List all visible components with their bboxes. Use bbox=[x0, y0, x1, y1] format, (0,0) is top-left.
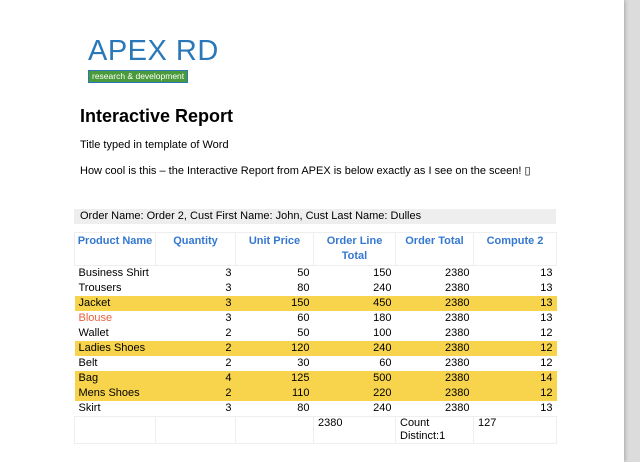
header-row: Product Name Quantity Unit Price Order Line… bbox=[74, 232, 557, 266]
table-row: Ladies Shoes 2 120 240 2380 12 bbox=[74, 341, 557, 356]
number-cell: 13 bbox=[540, 297, 553, 309]
column-header: Product Name bbox=[74, 232, 156, 266]
table-row: Blouse 3 60 180 2380 13 bbox=[75, 311, 557, 326]
report-title: Interactive Report bbox=[80, 106, 234, 126]
table-row: Jacket 3 150 450 2380 13 bbox=[74, 296, 557, 311]
footer-cell: 127 bbox=[473, 416, 557, 444]
paragraph: Title typed in template of Word bbox=[80, 139, 229, 151]
number-cell: 500 bbox=[373, 372, 392, 384]
logo: APEX RD research & development bbox=[88, 36, 219, 84]
empty-cell bbox=[155, 416, 236, 444]
number-cell: 240 bbox=[373, 342, 392, 354]
table-row: Business Shirt 3 50 150 2380 13 bbox=[75, 266, 557, 282]
empty-cell bbox=[235, 416, 314, 444]
number-cell: 13 bbox=[540, 282, 553, 294]
number-cell: 2380 bbox=[445, 282, 470, 294]
footer-row: 2380 Count Distinct:1 127 bbox=[74, 416, 557, 444]
number-cell: 2380 bbox=[445, 402, 470, 414]
product-cell: Wallet bbox=[78, 327, 109, 339]
product-cell: Blouse bbox=[78, 312, 113, 324]
number-cell: 450 bbox=[373, 297, 392, 309]
number-cell: 220 bbox=[373, 387, 392, 399]
number-cell: 3 bbox=[225, 402, 232, 414]
paragraph: How cool is this – the Interactive Repor… bbox=[80, 165, 531, 177]
number-cell: 2 bbox=[225, 357, 232, 369]
product-cell: Ladies Shoes bbox=[78, 342, 146, 354]
number-cell: 80 bbox=[297, 402, 310, 414]
number-cell: 2380 bbox=[445, 372, 470, 384]
table-row: Bag 4 125 500 2380 14 bbox=[74, 371, 557, 386]
number-cell: 50 bbox=[297, 267, 310, 279]
number-cell: 4 bbox=[225, 372, 232, 384]
number-cell: 100 bbox=[373, 327, 392, 339]
number-cell: 3 bbox=[225, 297, 232, 309]
column-header: Order Line Total bbox=[313, 232, 396, 266]
number-cell: 3 bbox=[225, 267, 232, 279]
product-cell: Business Shirt bbox=[78, 267, 149, 279]
number-cell: 12 bbox=[540, 357, 553, 369]
number-cell: 110 bbox=[291, 387, 310, 399]
number-cell: 3 bbox=[225, 312, 232, 324]
column-header: Compute 2 bbox=[473, 232, 557, 266]
product-cell: Jacket bbox=[78, 297, 111, 309]
product-cell: Belt bbox=[78, 357, 98, 369]
product-cell: Skirt bbox=[78, 402, 101, 414]
number-cell: 150 bbox=[373, 267, 392, 279]
number-cell: 2380 bbox=[445, 267, 470, 279]
table-row: Mens Shoes 2 110 220 2380 12 bbox=[74, 386, 557, 401]
number-cell: 13 bbox=[540, 267, 553, 279]
logo-name: APEX RD bbox=[88, 35, 219, 67]
number-cell: 150 bbox=[291, 297, 310, 309]
column-header: Order Total bbox=[395, 232, 474, 266]
group-header: Order Name: Order 2, Cust First Name: Jo… bbox=[74, 209, 556, 224]
number-cell: 2380 bbox=[445, 357, 470, 369]
number-cell: 180 bbox=[373, 312, 392, 324]
number-cell: 2 bbox=[225, 342, 232, 354]
number-cell: 2380 bbox=[445, 342, 470, 354]
table-row: Skirt 3 80 240 2380 13 bbox=[75, 401, 557, 417]
number-cell: 60 bbox=[297, 312, 310, 324]
number-cell: 2380 bbox=[445, 387, 470, 399]
number-cell: 12 bbox=[540, 387, 553, 399]
table-row: Wallet 2 50 100 2380 12 bbox=[75, 326, 557, 341]
number-cell: 2 bbox=[225, 387, 232, 399]
number-cell: 120 bbox=[291, 342, 310, 354]
number-cell: 13 bbox=[540, 312, 553, 324]
product-cell: Bag bbox=[78, 372, 99, 384]
logo-tagline: research & development bbox=[88, 70, 189, 83]
number-cell: 3 bbox=[225, 282, 232, 294]
number-cell: 2380 bbox=[445, 297, 470, 309]
number-cell: 30 bbox=[297, 357, 310, 369]
number-cell: 13 bbox=[540, 402, 553, 414]
empty-cell bbox=[74, 416, 156, 444]
document-page: APEX RD research & development Interacti… bbox=[0, 0, 624, 462]
number-cell: 2380 bbox=[445, 312, 470, 324]
number-cell: 14 bbox=[540, 372, 553, 384]
report-table: Product Name Quantity Unit Price Order Line… bbox=[74, 232, 557, 444]
number-cell: 125 bbox=[291, 372, 310, 384]
number-cell: 60 bbox=[379, 357, 392, 369]
footer-cell: 2380 bbox=[313, 416, 396, 444]
column-header: Unit Price bbox=[235, 232, 314, 266]
column-header: Quantity bbox=[155, 232, 236, 266]
number-cell: 80 bbox=[297, 282, 310, 294]
number-cell: 50 bbox=[297, 327, 310, 339]
product-cell: Trousers bbox=[78, 282, 122, 294]
table-row: Belt 2 30 60 2380 12 bbox=[75, 356, 557, 371]
table-row: Trousers 3 80 240 2380 13 bbox=[75, 281, 557, 296]
number-cell: 2380 bbox=[445, 327, 470, 339]
number-cell: 240 bbox=[373, 282, 392, 294]
number-cell: 12 bbox=[540, 342, 553, 354]
number-cell: 240 bbox=[373, 402, 392, 414]
footer-cell: Count Distinct:1 bbox=[395, 416, 474, 444]
product-cell: Mens Shoes bbox=[78, 387, 140, 399]
number-cell: 12 bbox=[540, 327, 553, 339]
number-cell: 2 bbox=[225, 327, 232, 339]
